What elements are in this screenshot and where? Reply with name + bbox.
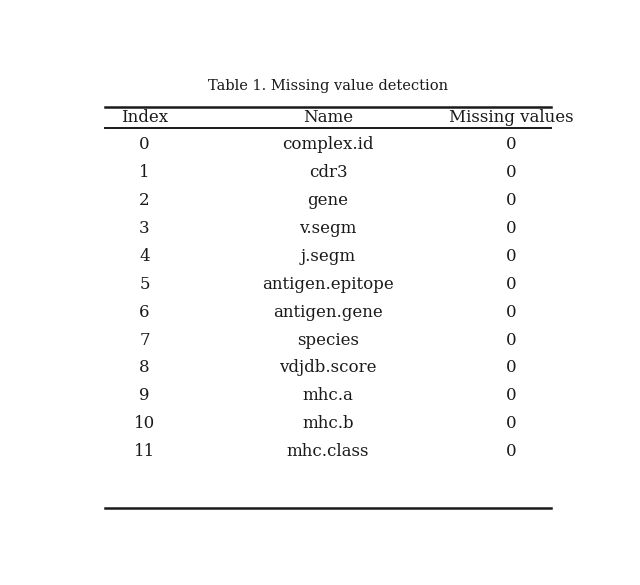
Text: 0: 0 [506, 387, 517, 404]
Text: Missing values: Missing values [449, 109, 574, 126]
Text: 8: 8 [139, 359, 150, 376]
Text: 0: 0 [139, 136, 150, 153]
Text: 0: 0 [506, 136, 517, 153]
Text: 4: 4 [139, 247, 150, 265]
Text: complex.id: complex.id [282, 136, 374, 153]
Text: 11: 11 [134, 443, 155, 460]
Text: v.segm: v.segm [300, 220, 356, 237]
Text: 0: 0 [506, 359, 517, 376]
Text: 0: 0 [506, 192, 517, 209]
Text: 0: 0 [506, 443, 517, 460]
Text: species: species [297, 332, 359, 349]
Text: 0: 0 [506, 304, 517, 321]
Text: 0: 0 [506, 247, 517, 265]
Text: 3: 3 [139, 220, 150, 237]
Text: mhc.a: mhc.a [303, 387, 353, 404]
Text: 9: 9 [140, 387, 150, 404]
Text: 6: 6 [140, 304, 150, 321]
Text: antigen.epitope: antigen.epitope [262, 276, 394, 292]
Text: 0: 0 [506, 220, 517, 237]
Text: 7: 7 [139, 332, 150, 349]
Text: 1: 1 [139, 164, 150, 181]
Text: 5: 5 [140, 276, 150, 292]
Text: vdjdb.score: vdjdb.score [279, 359, 377, 376]
Text: 0: 0 [506, 276, 517, 292]
Text: antigen.gene: antigen.gene [273, 304, 383, 321]
Text: gene: gene [307, 192, 349, 209]
Text: Name: Name [303, 109, 353, 126]
Text: 0: 0 [506, 332, 517, 349]
Text: 2: 2 [139, 192, 150, 209]
Text: 10: 10 [134, 415, 155, 432]
Text: mhc.class: mhc.class [287, 443, 369, 460]
Text: j.segm: j.segm [300, 247, 356, 265]
Text: 0: 0 [506, 415, 517, 432]
Text: mhc.b: mhc.b [302, 415, 354, 432]
Text: Index: Index [121, 109, 168, 126]
Text: Table 1. Missing value detection: Table 1. Missing value detection [208, 79, 448, 93]
Text: cdr3: cdr3 [308, 164, 348, 181]
Text: 0: 0 [506, 164, 517, 181]
